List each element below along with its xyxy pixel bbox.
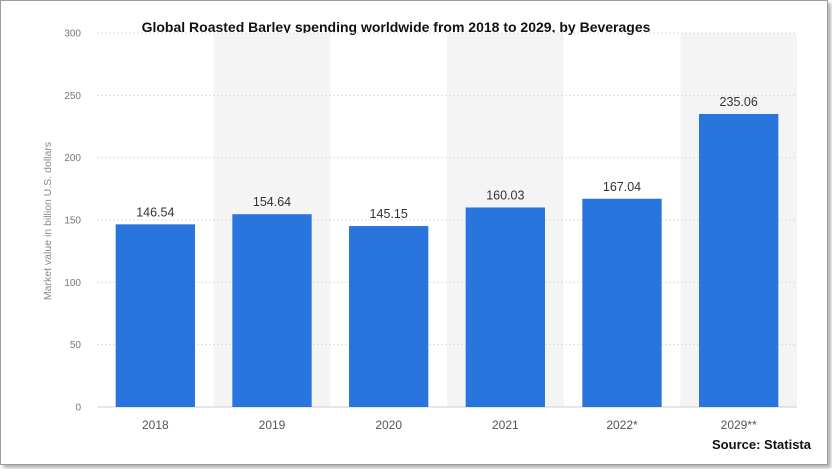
x-tick-label: 2021 (492, 418, 519, 432)
chart-title: Global Roasted Barley spending worldwide… (141, 19, 651, 35)
bar (349, 226, 429, 407)
x-tick-label: 2018 (142, 418, 169, 432)
bar (465, 207, 545, 407)
data-label: 235.06 (720, 95, 758, 109)
bar (699, 113, 779, 408)
data-label: 154.64 (253, 195, 291, 209)
data-label: 145.15 (370, 207, 408, 221)
y-tick-label: 150 (64, 216, 81, 227)
y-tick-label: 100 (64, 278, 81, 289)
bar (582, 198, 662, 407)
x-tick-label: 2022* (606, 418, 638, 432)
bar (115, 224, 195, 407)
y-tick-label: 50 (70, 340, 82, 351)
data-label: 146.54 (136, 205, 174, 219)
x-tick-label: 2020 (375, 418, 402, 432)
y-tick-label: 0 (75, 403, 81, 414)
x-tick-label: 2029** (721, 418, 757, 432)
y-axis-label: Market value in billion U.S. dollars (42, 142, 54, 300)
x-tick-label: 2019 (259, 418, 286, 432)
source-credit: Source: Statista (712, 437, 811, 452)
y-tick-label: 200 (64, 153, 81, 164)
bar (232, 214, 312, 407)
y-tick-label: 250 (64, 91, 81, 102)
data-label: 167.04 (603, 180, 641, 194)
y-tick-label: 300 (64, 29, 81, 40)
data-label: 160.03 (486, 188, 524, 202)
